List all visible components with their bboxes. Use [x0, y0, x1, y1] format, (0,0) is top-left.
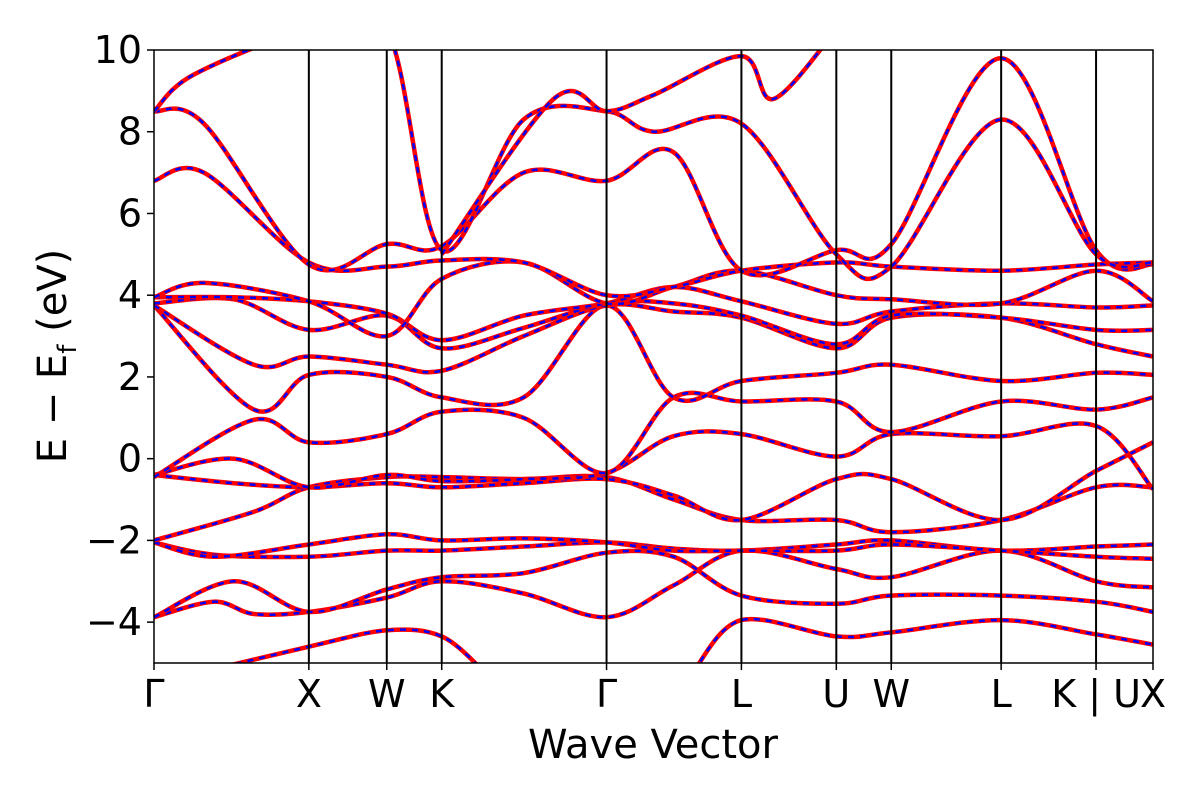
x-tick-label-1: X — [296, 672, 322, 716]
band-line-red-13 — [154, 165, 1153, 299]
x-axis-title: Wave Vector — [528, 722, 779, 768]
y-axis-title: E − Ef (eV) — [30, 249, 83, 464]
band-line-red-0 — [154, 548, 1153, 620]
y-tick-label-6: 8 — [118, 110, 142, 154]
y-tick-label-1: −2 — [86, 518, 142, 562]
x-tick-label-5: L — [731, 672, 752, 716]
y-tick-label-2: 0 — [118, 437, 142, 481]
x-tick-label-8: L — [991, 672, 1012, 716]
band-line-blue-16 — [440, 50, 822, 256]
band-line-blue-9 — [154, 303, 1153, 374]
high-symmetry-lines — [307, 50, 1098, 663]
x-tick-label-9: K | U — [1051, 672, 1141, 717]
y-tick-label-4: 4 — [118, 273, 142, 317]
band-line-red-14 — [154, 55, 1153, 278]
y-tick-label-3: 2 — [118, 355, 142, 399]
y-axis-title-main: E − E — [30, 354, 76, 464]
y-axis-title-subscript: f — [53, 344, 83, 354]
band-line-blue-6 — [154, 422, 1153, 491]
band-line-blue-1 — [154, 549, 1153, 619]
y-axis-title-unit: (eV) — [30, 249, 76, 345]
band-line-blue-0 — [154, 549, 1153, 619]
y-axis-ticks: −4 −2 0 2 4 6 8 10 — [86, 28, 154, 644]
band-line-blue-15 — [154, 50, 1153, 281]
y-tick-label-7: 10 — [94, 28, 142, 72]
band-line-red-16 — [439, 50, 824, 256]
band-line-blue-3 — [154, 533, 1153, 561]
y-tick-label-0: −4 — [86, 600, 142, 644]
band-line-blue-8 — [154, 304, 1153, 413]
x-tick-label-3: K — [429, 672, 455, 716]
band-line-red-15 — [154, 50, 1153, 282]
band-line-red-5 — [154, 440, 1153, 523]
x-tick-label-2: W — [368, 672, 406, 716]
band-line-blue-13 — [154, 166, 1153, 298]
band-line-red-6 — [154, 421, 1153, 491]
band-line-blue-5 — [154, 441, 1153, 522]
y-tick-label-5: 6 — [118, 191, 142, 235]
x-tick-label-7: W — [872, 672, 910, 716]
x-tick-label-4: Γ — [596, 672, 617, 716]
band-line-blue-12 — [154, 260, 1153, 338]
x-tick-label-6: U — [822, 672, 850, 716]
bands-layer — [154, 50, 1153, 663]
band-line-blue-14 — [154, 56, 1153, 277]
band-line-red-9 — [154, 302, 1153, 375]
x-tick-label-0: Γ — [143, 672, 164, 716]
x-tick-label-10: X — [1140, 672, 1166, 716]
band-line-blue-17 — [234, 628, 477, 663]
band-line-red-1 — [154, 548, 1153, 620]
plot-frame — [153, 49, 1154, 664]
band-line-blue-7 — [154, 391, 1153, 479]
